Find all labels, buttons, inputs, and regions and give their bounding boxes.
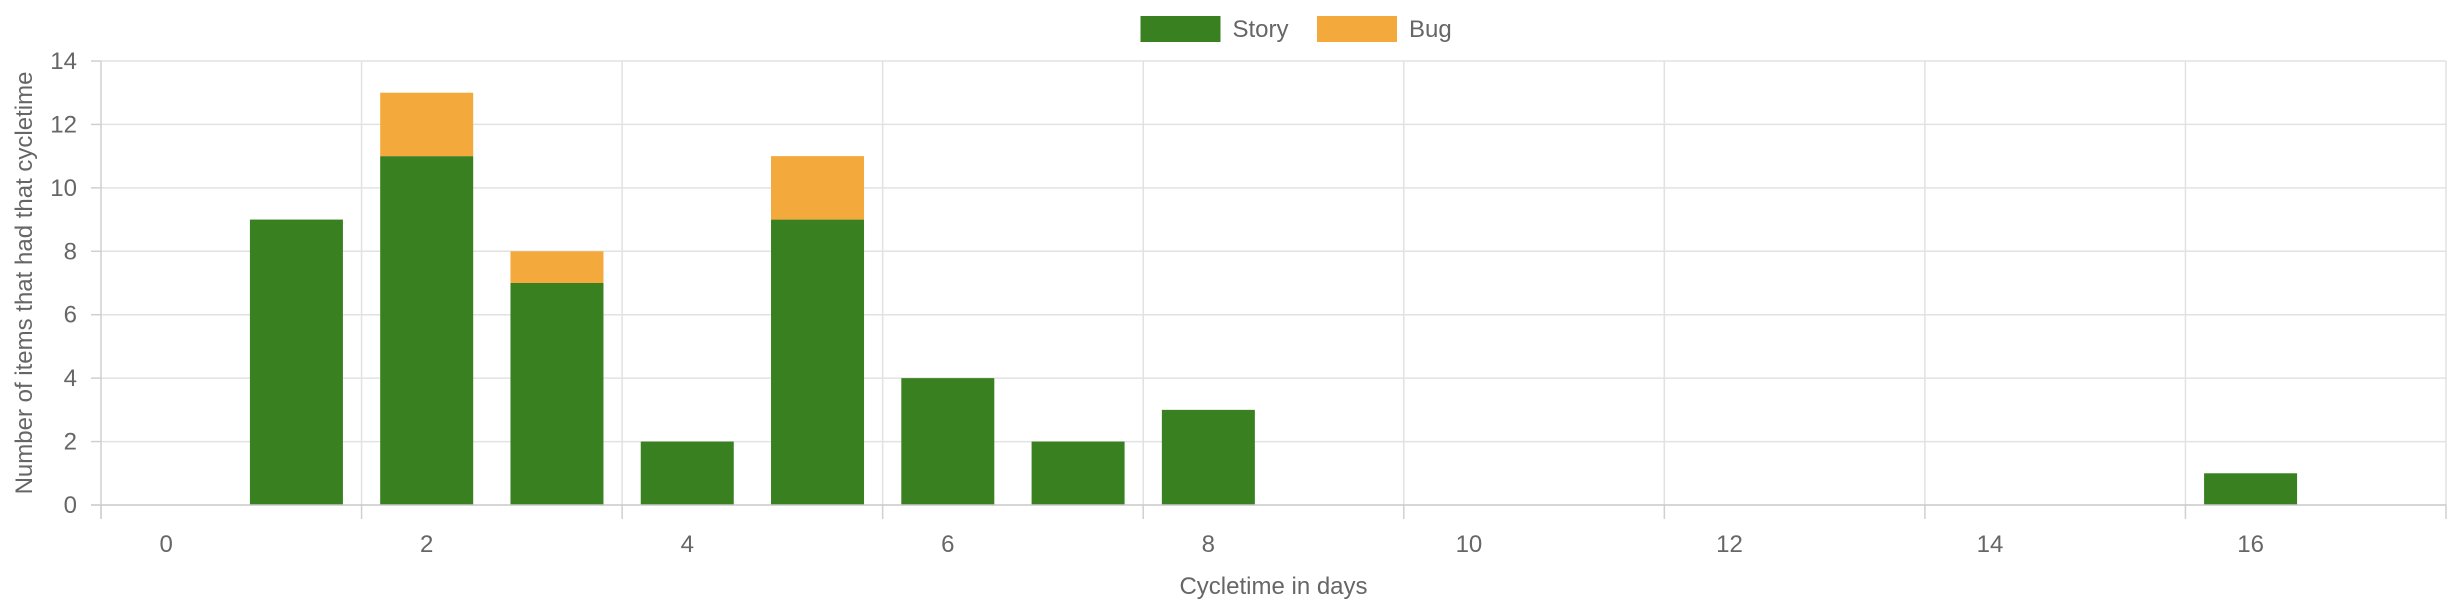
legend-item-bug[interactable]: Bug [1317, 16, 1452, 43]
y-axis-ticks: 0 2 4 6 8 10 12 14 [50, 48, 101, 519]
bar-story[interactable] [1031, 441, 1125, 505]
legend-item-story[interactable]: Story [1140, 16, 1289, 43]
y-tick-label: 6 [64, 302, 77, 329]
y-tick-label: 2 [64, 429, 77, 456]
legend: Story Bug [1140, 16, 1452, 43]
x-tick-label: 16 [2237, 531, 2264, 558]
bar-story[interactable] [640, 441, 734, 505]
y-tick-label: 8 [64, 238, 77, 265]
legend-label: Story [1233, 16, 1289, 43]
y-tick-label: 12 [50, 111, 77, 138]
y-tick-label: 14 [50, 48, 77, 75]
x-tick-label: 14 [1977, 531, 2004, 558]
bar-bug[interactable] [380, 92, 474, 157]
axes [91, 61, 2446, 519]
legend-swatch [1140, 16, 1221, 42]
x-tick-label: 0 [159, 531, 172, 558]
x-tick-label: 12 [1716, 531, 1743, 558]
bar-bug[interactable] [510, 251, 604, 283]
legend-label: Bug [1409, 16, 1452, 43]
legend-swatch [1317, 16, 1397, 42]
x-tick-label: 2 [420, 531, 433, 558]
bars [249, 92, 2298, 506]
y-tick-label: 10 [50, 175, 77, 202]
x-tick-label: 6 [941, 531, 954, 558]
bar-story[interactable] [380, 156, 474, 505]
y-axis-title: Number of items that had that cycletime [11, 72, 38, 495]
bar-story[interactable] [901, 378, 995, 505]
bar-story[interactable] [1161, 409, 1255, 505]
y-tick-label: 4 [64, 365, 77, 392]
grid-lines [101, 60, 2447, 505]
bar-story[interactable] [510, 283, 604, 505]
bar-story[interactable] [249, 219, 343, 506]
bar-story[interactable] [771, 219, 865, 506]
x-axis-ticks: 0 2 4 6 8 10 12 14 16 [100, 505, 2447, 558]
x-axis-title: Cycletime in days [1179, 573, 1367, 600]
x-tick-label: 10 [1456, 531, 1483, 558]
y-tick-label: 0 [64, 492, 77, 519]
bar-story[interactable] [2204, 473, 2298, 505]
bar-bug[interactable] [771, 156, 865, 220]
x-tick-label: 4 [681, 531, 694, 558]
x-tick-label: 8 [1202, 531, 1215, 558]
